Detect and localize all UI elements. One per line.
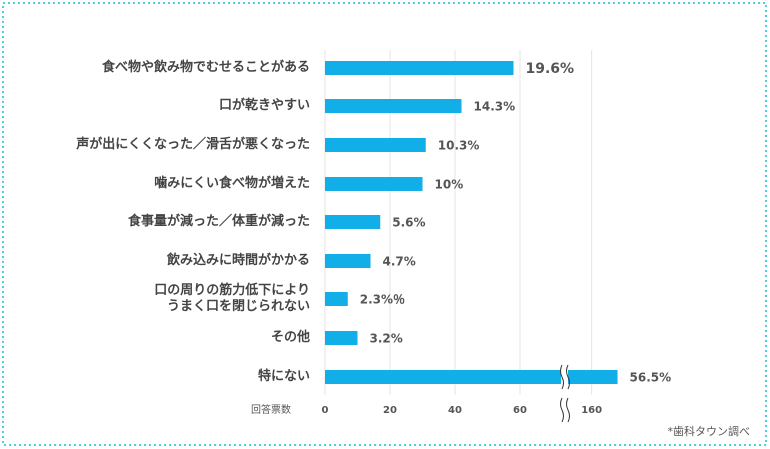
break-mark [560,397,570,423]
bar [325,331,358,345]
bar [325,254,371,268]
bar [325,370,618,384]
bar [325,215,381,229]
value-label: 10% [435,178,464,192]
category-label: 声が出にくくなった／滑舌が悪くなった [76,137,310,152]
category-label: 食事量が減った／体重が減った [127,214,310,229]
category-label: 口の周りの筋力低下により うまく口を閉じられない [154,283,310,314]
bar [325,61,514,75]
break-gap [561,398,568,422]
category-label: 食べ物や飲み物でむせることがある [101,60,310,75]
value-label: 56.5% [630,371,672,385]
category-label: 飲み込みに時間がかかる [166,253,310,268]
category-label: その他 [270,330,310,345]
break-gap [561,365,568,389]
note: *歯科タウン調べ [668,424,751,438]
value-label: 19.6% [526,61,575,77]
value-label: 10.3% [438,139,480,153]
x-tick-label: 60 [513,405,527,416]
bar [325,177,423,191]
bar [325,99,462,113]
value-label: 4.7% [383,255,416,269]
value-label: 2.3%％ [360,293,405,307]
break-mark [560,364,570,390]
bar [325,292,348,306]
bar [325,138,426,152]
x-axis-label: 回答票数 [251,403,291,416]
value-label: 14.3% [474,100,516,114]
category-label: 口が乾きやすい [218,98,310,113]
value-label: 5.6% [392,216,425,230]
category-label: 特にない [257,369,310,384]
x-tick-label: 20 [383,405,397,416]
value-label: 3.2% [370,332,403,346]
category-label: 噛みにくい食べ物が増えた [154,176,310,191]
x-tick-label: 0 [322,405,329,416]
x-tick-label: 40 [448,405,462,416]
x-tick-label: 160 [581,405,602,416]
